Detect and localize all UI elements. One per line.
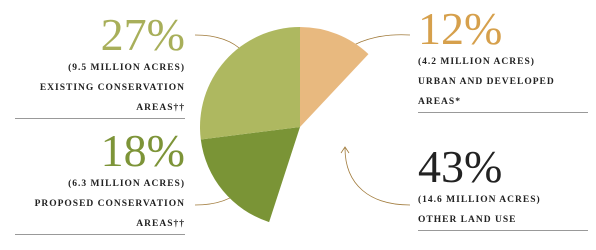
value-label: 43% bbox=[418, 141, 503, 192]
category-label: URBAN AND DEVELOPED AREAS* bbox=[418, 72, 588, 113]
pie-slice bbox=[300, 27, 369, 127]
category-label: PROPOSED CONSERVATION AREAS†† bbox=[15, 194, 185, 235]
value-label: 18% bbox=[100, 125, 185, 176]
subtitle: (9.5 MILLION ACRES) bbox=[68, 63, 185, 73]
pie-slice bbox=[200, 127, 300, 223]
value-label: 27% bbox=[100, 9, 185, 60]
label-group: 12% (4.2 MILLION ACRES) URBAN AND DEVELOPE… bbox=[418, 6, 588, 113]
subtitle: (14.6 MILLION ACRES) bbox=[418, 195, 541, 205]
label-group: 18% (6.3 MILLION ACRES) PROPOSED CONSERVAT… bbox=[15, 128, 185, 235]
label-group: 27% (9.5 MILLION ACRES) EXISTING CONSERVAT… bbox=[15, 12, 185, 119]
arrow bbox=[344, 147, 411, 206]
pie-slice bbox=[199, 27, 300, 140]
subtitle: (6.3 MILLION ACRES) bbox=[68, 179, 185, 189]
subtitle: (4.2 MILLION ACRES) bbox=[418, 57, 535, 67]
value-label: 12% bbox=[418, 3, 503, 54]
category-label: OTHER LAND USE bbox=[418, 210, 588, 231]
category-label: EXISTING CONSERVATION AREAS†† bbox=[15, 78, 185, 119]
label-group: 43% (14.6 MILLION ACRES) OTHER LAND USE bbox=[418, 144, 588, 231]
arrowhead bbox=[340, 146, 350, 154]
